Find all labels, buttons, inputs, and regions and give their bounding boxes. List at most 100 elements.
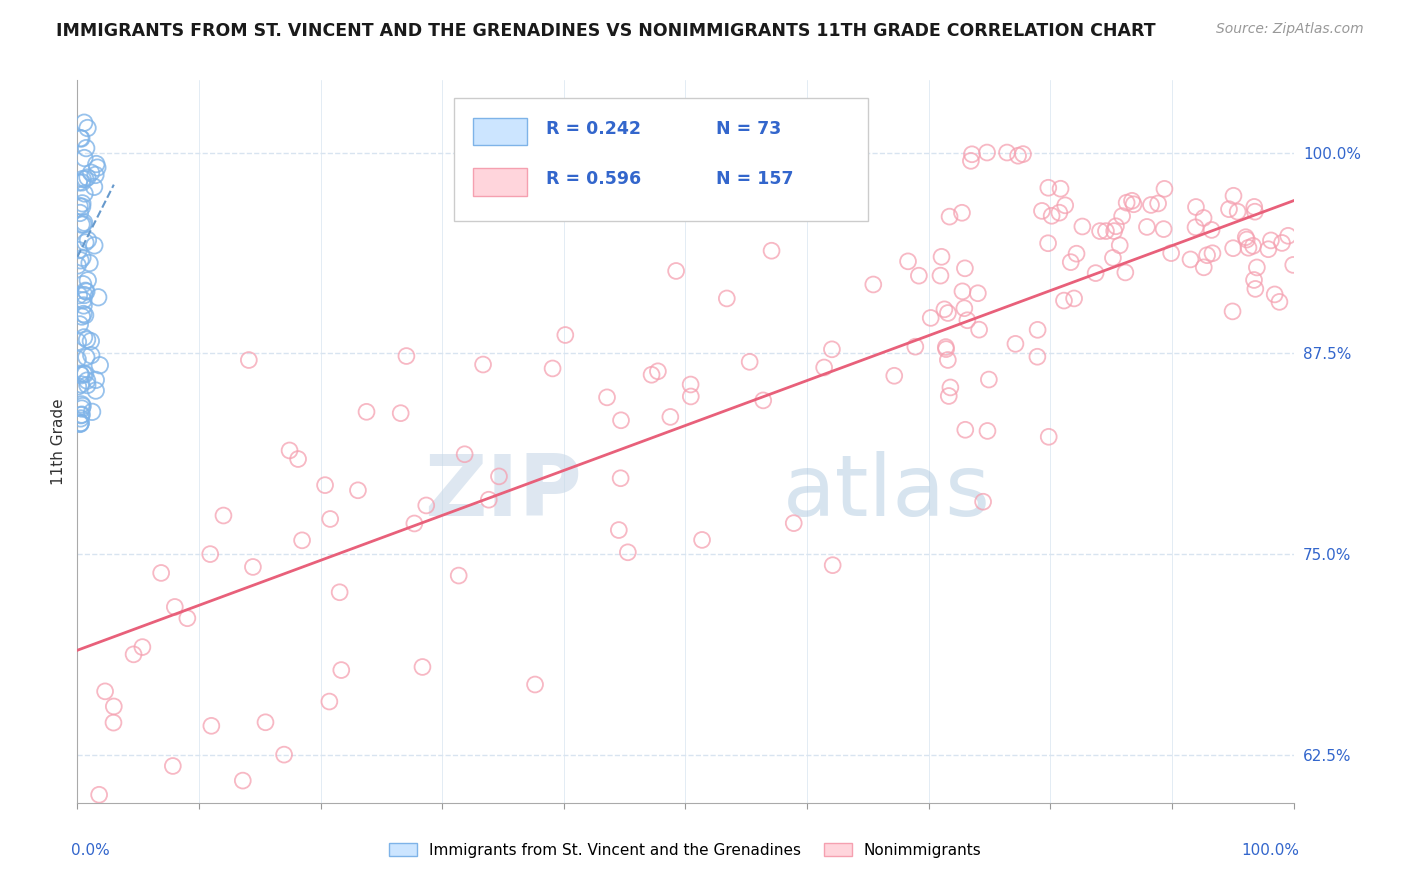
Point [238, 353, 260, 368]
Point [1185, 200, 1208, 214]
Point [1197, 248, 1219, 262]
Point [103, 715, 125, 730]
Point [212, 508, 235, 523]
Point [319, 512, 342, 526]
Text: 0.0%: 0.0% [72, 843, 110, 857]
Point [75, 367, 97, 381]
Point [908, 268, 931, 283]
Point [76, 333, 98, 347]
Point [69, 417, 91, 431]
Point [934, 302, 956, 317]
Point [70, 175, 93, 189]
Point [69, 318, 91, 332]
Point [1004, 336, 1026, 351]
Point [69, 416, 91, 430]
Point [76, 378, 98, 392]
Point [950, 206, 973, 220]
Point [956, 313, 979, 327]
Point [1257, 242, 1279, 256]
Point [1026, 350, 1049, 364]
Point [1244, 282, 1267, 296]
Point [66, 334, 89, 349]
Point [76, 121, 98, 136]
Point [75, 172, 97, 186]
Point [73, 330, 96, 344]
Point [1201, 223, 1223, 237]
Point [453, 447, 475, 461]
Point [972, 494, 994, 508]
Point [76, 374, 98, 388]
Point [541, 361, 564, 376]
Point [287, 452, 309, 467]
Point [70, 397, 93, 411]
Text: R = 0.596: R = 0.596 [546, 170, 641, 188]
Point [411, 660, 433, 674]
Point [347, 483, 370, 498]
Point [1140, 198, 1163, 212]
Point [72, 196, 94, 211]
Point [953, 261, 976, 276]
Point [1192, 211, 1215, 225]
Point [69, 206, 91, 220]
Point [84, 157, 107, 171]
Point [314, 478, 336, 492]
Point [200, 547, 222, 561]
Point [273, 747, 295, 762]
Point [1122, 197, 1144, 211]
Point [1222, 188, 1244, 202]
Point [72, 399, 94, 413]
Point [1184, 220, 1206, 235]
Text: ZIP: ZIP [425, 450, 582, 533]
Point [488, 469, 510, 483]
Point [640, 368, 662, 382]
Point [389, 406, 412, 420]
Point [955, 423, 977, 437]
Point [70, 310, 93, 324]
FancyBboxPatch shape [472, 118, 527, 145]
Point [1236, 233, 1258, 247]
Point [1026, 323, 1049, 337]
Point [1271, 235, 1294, 250]
Point [103, 699, 125, 714]
Point [1246, 260, 1268, 275]
Point [607, 523, 630, 537]
Point [1264, 287, 1286, 301]
Point [596, 390, 619, 404]
Point [1136, 219, 1159, 234]
Point [1054, 198, 1077, 212]
Point [1066, 246, 1088, 260]
Point [73, 216, 96, 230]
Point [70, 401, 93, 416]
Point [1243, 200, 1265, 214]
Point [1040, 209, 1063, 223]
Point [72, 251, 94, 265]
Point [73, 186, 96, 201]
Point [75, 141, 97, 155]
Point [150, 566, 173, 580]
Point [84, 384, 107, 398]
Text: N = 157: N = 157 [716, 170, 793, 188]
Point [1114, 265, 1136, 279]
Point [83, 238, 105, 252]
Point [610, 413, 633, 427]
Point [938, 389, 960, 403]
Text: R = 0.242: R = 0.242 [546, 120, 641, 137]
Point [67, 243, 90, 257]
Point [1049, 182, 1071, 196]
Point [935, 342, 957, 356]
Point [72, 298, 94, 312]
Point [1260, 234, 1282, 248]
Point [1036, 236, 1059, 251]
Point [415, 499, 437, 513]
Text: Source: ZipAtlas.com: Source: ZipAtlas.com [1216, 22, 1364, 37]
Point [69, 417, 91, 431]
Point [278, 443, 301, 458]
Point [821, 343, 844, 357]
Point [72, 218, 94, 232]
Point [84, 373, 107, 387]
Point [318, 694, 340, 708]
Point [1088, 224, 1111, 238]
Point [356, 405, 378, 419]
Point [329, 585, 352, 599]
Point [69, 131, 91, 145]
